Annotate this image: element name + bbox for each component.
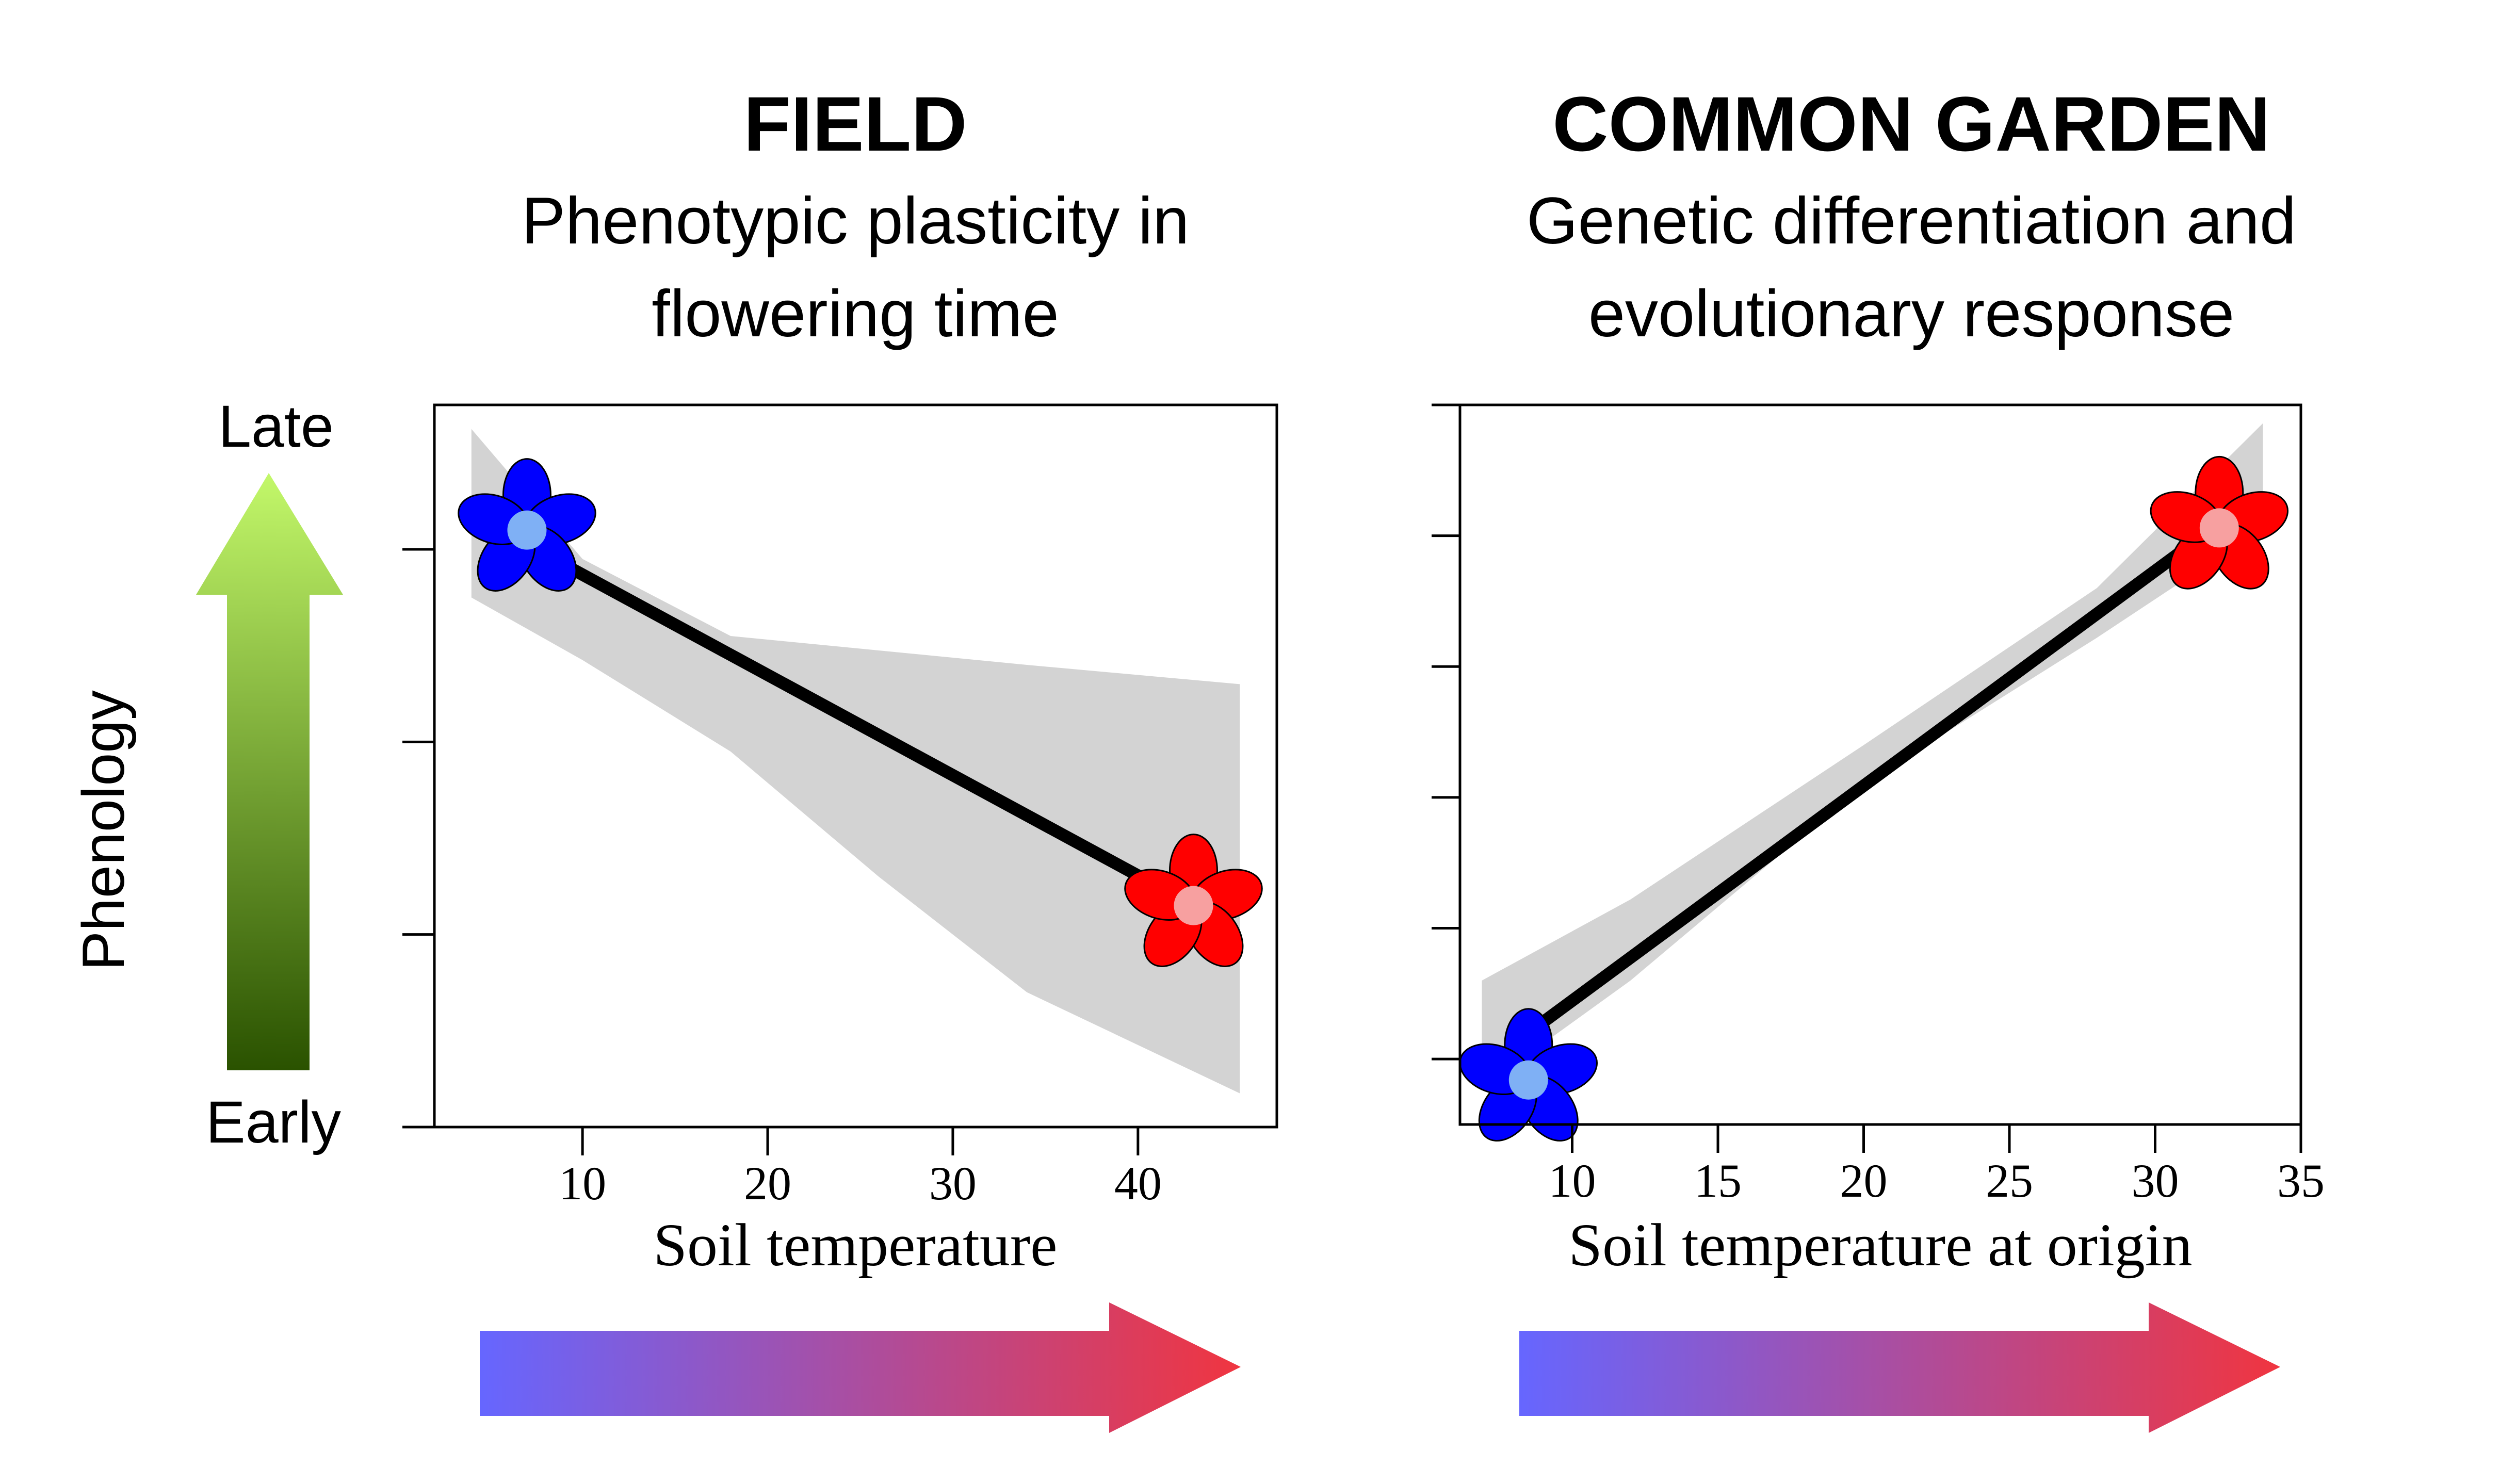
flower-center [2199, 508, 2239, 548]
field-confidence-band [471, 429, 1240, 1094]
common-garden-y-ticks [1432, 403, 1460, 1061]
common-garden-cold-flower-marker [1452, 1008, 1604, 1152]
phenology-axis: Late Early Phenology [71, 394, 343, 1155]
field-y-ticks [402, 548, 434, 1129]
field-plot-frame [433, 403, 1278, 1129]
common-garden-x-tick-label: 35 [2277, 1154, 2325, 1207]
field-cold-flower-marker [451, 458, 603, 602]
field-temperature-arrow [480, 1302, 1241, 1433]
field-trend-line [521, 538, 1200, 912]
phenology-arrow [196, 473, 343, 1070]
common-garden-x-tick-label: 30 [2132, 1154, 2179, 1207]
phenology-axis-label: Phenology [71, 690, 137, 971]
common-garden-subtitle-line-2: evolutionary response [1588, 277, 2234, 351]
common-garden-x-tick-label: 10 [1549, 1154, 1596, 1207]
common-garden-warm-flower-marker [2143, 455, 2295, 600]
common-garden-x-axis-label: Soil temperature at origin [1568, 1211, 2192, 1279]
flower-center [507, 510, 547, 550]
field-subtitle-line-2: flowering time [652, 277, 1059, 351]
common-garden-title: COMMON GARDEN [1552, 80, 2270, 167]
field-x-tick-label: 20 [744, 1157, 791, 1210]
field-x-tick-label: 40 [1114, 1157, 1162, 1210]
common-garden-subtitle-line-1: Genetic differentiation and [1527, 184, 2296, 258]
common-garden-trend-line [1522, 521, 2220, 1039]
common-garden-x-tick-label: 20 [1840, 1154, 1888, 1207]
field-x-axis-label: Soil temperature [653, 1211, 1057, 1279]
common-garden-x-tick-label: 15 [1694, 1154, 1742, 1207]
common-garden-x-ticks: 10 15 20 25 30 35 [1549, 1124, 2325, 1207]
field-subtitle-line-1: Phenotypic plasticity in [522, 184, 1190, 258]
common-garden-x-tick-label: 25 [1986, 1154, 2033, 1207]
field-title: FIELD [743, 80, 967, 167]
flower-center [1508, 1060, 1548, 1100]
field-x-tick-label: 30 [929, 1157, 977, 1210]
phenology-early-label: Early [206, 1089, 342, 1155]
flower-center [1174, 886, 1213, 925]
field-x-ticks: 10 20 30 40 [559, 1127, 1162, 1210]
common-garden-temperature-arrow [1519, 1302, 2280, 1433]
common-garden-panel: COMMON GARDEN Genetic differentiation an… [1432, 80, 2325, 1433]
field-warm-flower-marker [1117, 834, 1270, 978]
phenology-late-label: Late [218, 394, 334, 460]
field-panel: FIELD Phenotypic plasticity in flowering… [402, 80, 1278, 1433]
field-x-tick-label: 10 [559, 1157, 606, 1210]
common-garden-plot-frame [1458, 403, 2302, 1126]
